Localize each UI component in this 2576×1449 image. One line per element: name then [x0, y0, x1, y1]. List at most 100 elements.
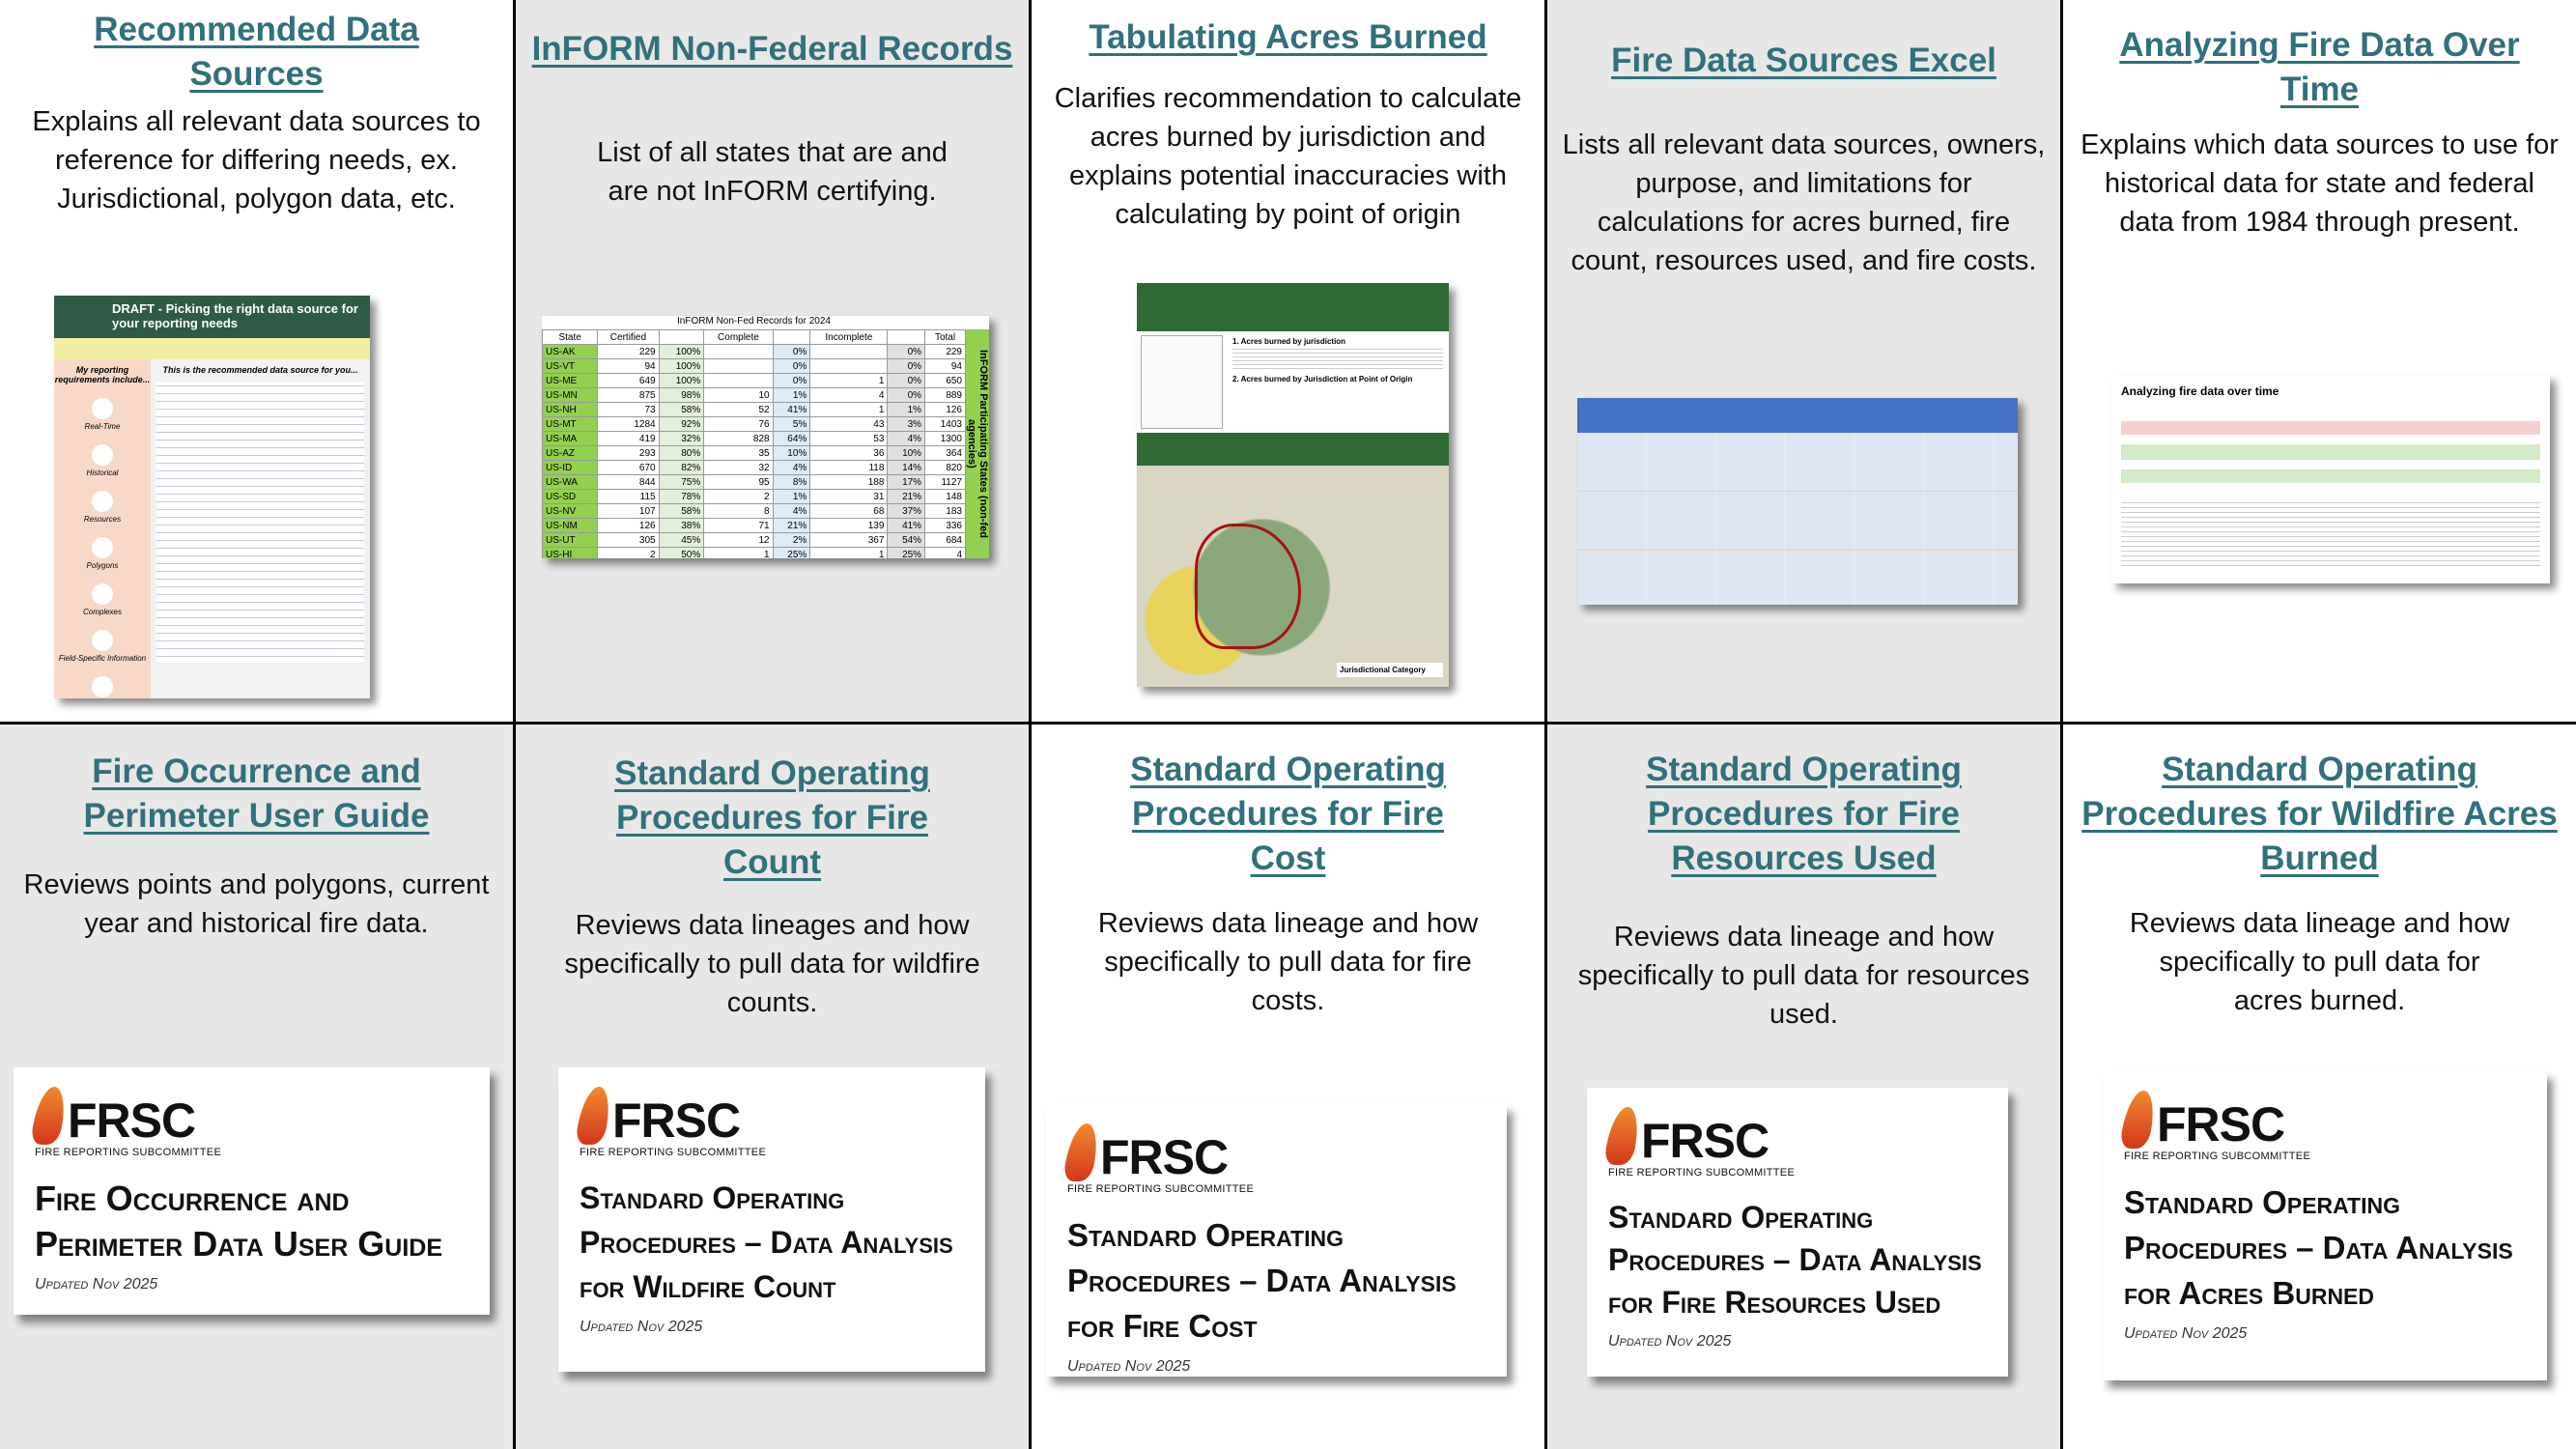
requirement-icon: [92, 676, 113, 697]
tile-title-link[interactable]: Standard Operating Procedures for Fire C…: [1130, 751, 1446, 877]
table-cell: 58%: [658, 402, 705, 417]
frsc-logo: FRSC: [1602, 1105, 1987, 1165]
table-cell: 649: [597, 373, 660, 388]
tile-sop-acres-burned[interactable]: Standard Operating Procedures for Wildfi…: [2063, 724, 2576, 1449]
table-cell: 148: [924, 489, 966, 504]
table-cell: 100%: [658, 358, 705, 374]
tile-analyzing-fire-data-over-time[interactable]: Analyzing Fire Data Over Time Explains w…: [2063, 0, 2576, 722]
table-cell: 54%: [887, 532, 926, 548]
cover-title: Fire Occurrence and Perimeter Data User …: [35, 1179, 442, 1264]
logo-subtitle: FIRE REPORTING SUBCOMMITTEE: [1608, 1167, 1796, 1179]
table-cell: 100%: [658, 344, 705, 359]
flame-icon: [1602, 1107, 1643, 1165]
table-cell: 32: [703, 460, 774, 475]
table-cell: 0%: [887, 358, 926, 374]
table-cell: 95: [703, 474, 774, 490]
thumb-step2: 2. Acres burned by Jurisdiction at Point…: [1232, 375, 1413, 384]
tile-title-link[interactable]: Analyzing Fire Data Over Time: [2119, 26, 2520, 108]
table-cell: [703, 344, 774, 359]
requirement-icon: [92, 583, 113, 605]
table-cell: 118: [809, 460, 889, 475]
flame-icon: [1062, 1123, 1102, 1181]
table-row: US-UT 305 45% 12 2% 367 54% 684: [542, 532, 966, 548]
table-cell: 31: [809, 489, 889, 504]
tile-title-link[interactable]: InFORM Non-Federal Records: [531, 30, 1013, 68]
table-cell: 41%: [887, 518, 926, 533]
table-cell: 8: [703, 503, 774, 519]
frsc-logo: FRSC: [574, 1085, 964, 1145]
table-cell: [703, 373, 774, 388]
tile-description: Reviews data lineages and how specifical…: [564, 910, 980, 1018]
table-cell: 0%: [887, 387, 926, 403]
table-cell: 21%: [887, 489, 926, 504]
thumb-left-head: My reporting requirements include...: [54, 365, 151, 384]
tile-sop-fire-count[interactable]: Standard Operating Procedures for Fire C…: [516, 724, 1029, 1449]
table-cell: 684: [924, 532, 966, 548]
table-cell: US-ID: [542, 460, 599, 475]
thumbnail-acres-map: 1. Acres burned by jurisdiction 2. Acres…: [1137, 283, 1449, 687]
tile-inform-non-federal-records[interactable]: InFORM Non-Federal Records List of all s…: [516, 0, 1029, 722]
table-cell: [703, 358, 774, 374]
tile-tabulating-acres-burned[interactable]: Tabulating Acres Burned Clarifies recomm…: [1032, 0, 1544, 722]
table-cell: US-MA: [542, 431, 599, 446]
table-cell: [809, 358, 889, 374]
document-cover: FRSC FIRE REPORTING SUBCOMMITTEE Standar…: [1046, 1104, 1507, 1377]
table-cell: 115: [597, 489, 660, 504]
table-cell: 188: [809, 474, 889, 490]
table-cell: 126: [597, 518, 660, 533]
tile-description: List of all states that are and are not …: [597, 137, 948, 207]
tile-sop-fire-resources[interactable]: Standard Operating Procedures for Fire R…: [1547, 724, 2060, 1449]
tile-description: Reviews data lineage and how specificall…: [2129, 908, 2510, 1016]
table-cell: 73: [597, 402, 660, 417]
table-header: State: [542, 329, 599, 345]
table-cell: 2: [597, 547, 660, 558]
table-cell: 1: [809, 547, 889, 558]
tile-title-link[interactable]: Fire Occurrence and Perimeter User Guide: [83, 753, 430, 835]
tile-description: Lists all relevant data sources, owners,…: [1562, 129, 2046, 276]
table-row: US-AZ 293 80% 35 10% 36 10% 364: [542, 445, 966, 461]
table-cell: 1: [809, 402, 889, 417]
tile-sop-fire-cost[interactable]: Standard Operating Procedures for Fire C…: [1032, 724, 1544, 1449]
thumbnail-excel-sheet: [1577, 398, 2018, 605]
table-cell: 1300: [924, 431, 966, 446]
tile-description: Reviews data lineage and how specificall…: [1577, 922, 2030, 1030]
tile-fire-occurrence-user-guide[interactable]: Fire Occurrence and Perimeter User Guide…: [0, 724, 513, 1449]
tile-title-link[interactable]: Standard Operating Procedures for Wildfi…: [2081, 751, 2558, 877]
cover-title: Standard Operating Procedures – Data Ana…: [1608, 1200, 1982, 1320]
table-cell: 126: [924, 402, 966, 417]
tile-title-link[interactable]: Recommended Data Sources: [94, 11, 419, 93]
table-cell: 4: [924, 547, 966, 558]
table-cell: 78%: [658, 489, 705, 504]
tile-title-link[interactable]: Standard Operating Procedures for Fire C…: [614, 754, 930, 881]
table-cell: 12: [703, 532, 774, 548]
table-cell: 92%: [658, 416, 705, 432]
tile-title-link[interactable]: Standard Operating Procedures for Fire R…: [1646, 751, 1962, 877]
table-cell: 45%: [658, 532, 705, 548]
tile-title-link[interactable]: Fire Data Sources Excel: [1611, 42, 1996, 79]
tile-fire-data-sources-excel[interactable]: Fire Data Sources Excel Lists all releva…: [1547, 0, 2060, 722]
table-cell: 1%: [772, 387, 811, 403]
cover-title: Standard Operating Procedures – Data Ana…: [580, 1180, 953, 1304]
table-cell: 37%: [887, 503, 926, 519]
table-cell: 0%: [772, 373, 811, 388]
frsc-logo: FRSC: [1062, 1122, 1486, 1181]
table-cell: 844: [597, 474, 660, 490]
table-cell: US-NM: [542, 518, 599, 533]
thumb-table-caption: InFORM Non-Fed Records for 2024: [677, 316, 831, 327]
table-header: [887, 329, 926, 345]
table-header: Total: [924, 329, 966, 345]
table-cell: 32%: [658, 431, 705, 446]
tile-title-link[interactable]: Tabulating Acres Burned: [1089, 18, 1487, 56]
table-cell: 58%: [658, 503, 705, 519]
table-cell: US-VT: [542, 358, 599, 374]
table-row: US-ME 649 100% 0% 1 0% 650: [542, 373, 966, 388]
table-cell: 52: [703, 402, 774, 417]
table-cell: 1284: [597, 416, 660, 432]
table-cell: 875: [597, 387, 660, 403]
table-row: US-NH 73 58% 52 41% 1 1% 126: [542, 402, 966, 417]
table-cell: 10: [703, 387, 774, 403]
frsc-logo: FRSC: [2118, 1089, 2526, 1149]
tile-recommended-data-sources[interactable]: Recommended Data Sources Explains all re…: [0, 0, 513, 722]
logo-subtitle: FIRE REPORTING SUBCOMMITTEE: [1067, 1183, 1255, 1195]
cover-updated: Updated Nov 2025: [2124, 1325, 2248, 1342]
